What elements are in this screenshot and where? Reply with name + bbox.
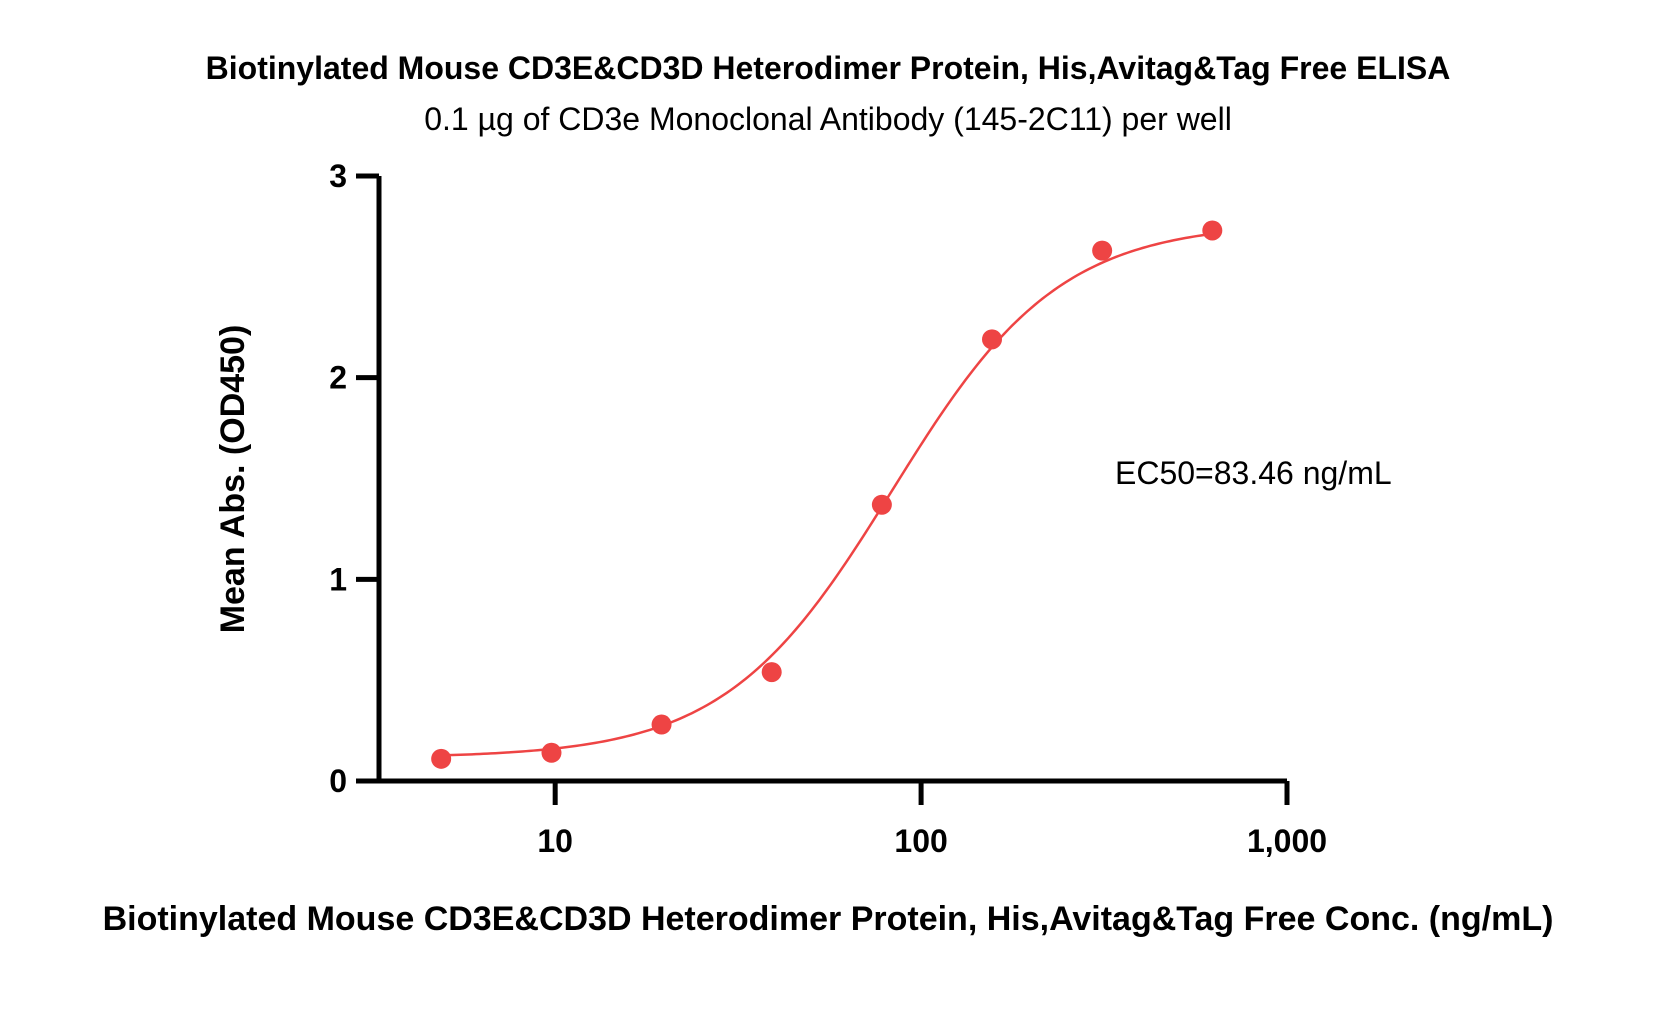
data-point	[982, 329, 1003, 350]
y-tick-label: 1	[329, 561, 347, 597]
x-tick-label: 100	[894, 823, 947, 859]
x-axis-label: Biotinylated Mouse CD3E&CD3D Heterodimer…	[103, 900, 1554, 938]
fit-curve	[441, 232, 1213, 757]
y-axis-ticks: 0 1 2 3	[329, 158, 379, 799]
ec50-annotation: EC50=83.46 ng/mL	[1115, 455, 1392, 491]
chart-title: Biotinylated Mouse CD3E&CD3D Heterodimer…	[206, 50, 1451, 86]
data-points	[431, 220, 1223, 769]
chart-subtitle: 0.1 µg of CD3e Monoclonal Antibody (145-…	[424, 101, 1232, 137]
data-point	[1202, 220, 1223, 241]
y-tick-label: 3	[329, 158, 347, 194]
y-axis-label: Mean Abs. (OD450)	[214, 325, 252, 634]
data-point	[761, 662, 782, 683]
x-tick-label: 10	[537, 823, 573, 859]
x-axis-ticks: 10 100 1,000	[537, 781, 1327, 859]
data-point	[651, 714, 672, 735]
x-tick-label: 1,000	[1247, 823, 1327, 859]
data-point	[1092, 240, 1113, 261]
data-point	[431, 748, 452, 769]
data-point	[871, 494, 892, 515]
data-point	[541, 742, 562, 763]
y-tick-label: 0	[329, 763, 347, 799]
y-tick-label: 2	[329, 360, 347, 396]
